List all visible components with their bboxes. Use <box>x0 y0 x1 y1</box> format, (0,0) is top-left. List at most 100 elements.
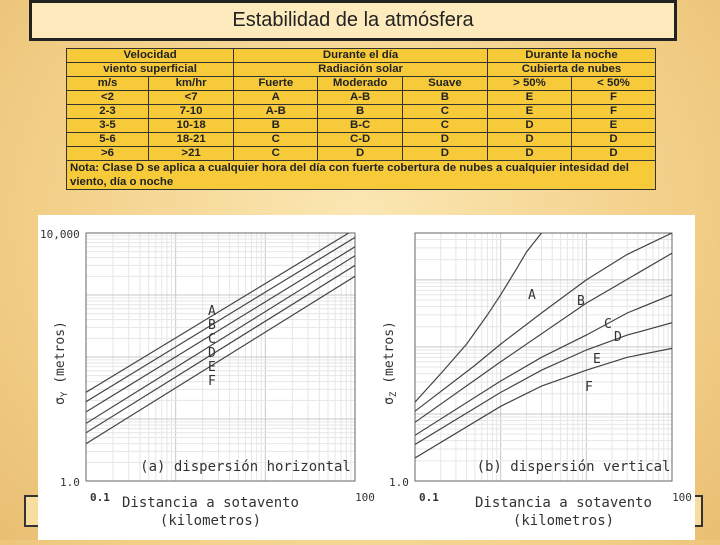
series-label-C: C <box>604 317 612 332</box>
header-cell: Suave <box>401 76 488 91</box>
table-cell: <2 <box>65 90 150 105</box>
y-axis-label: σY (metros) <box>53 321 70 405</box>
table-cell: D <box>570 132 657 147</box>
series-group <box>86 233 355 445</box>
table-cell: C <box>233 132 319 147</box>
y-tick-label: 1.0 <box>389 476 409 489</box>
table-cell: C <box>401 118 488 133</box>
series-label-F: F <box>585 380 593 395</box>
y-tick-label: 10,000 <box>40 228 80 241</box>
table-header-row: viento superficial Radiación solar Cubie… <box>65 62 657 77</box>
slide-title: Estabilidad de la atmósfera <box>232 9 474 31</box>
x-tick-label: 0.1 <box>90 491 110 504</box>
series-line-A <box>86 233 350 393</box>
header-cell: viento superficial <box>65 62 235 77</box>
series-line-A <box>415 233 542 403</box>
table-cell: E <box>486 90 572 105</box>
table-row: 2-3 7-10 A-B B C E F <box>65 104 657 119</box>
table-header-row: Velocidad Durante el día Durante la noch… <box>65 48 657 63</box>
header-cell: Durante el día <box>233 48 488 63</box>
header-cell: m/s <box>65 76 150 91</box>
table-cell: D <box>486 118 572 133</box>
header-cell: Durante la noche <box>486 48 657 63</box>
series-group <box>415 233 672 459</box>
series-label-A: A <box>528 288 536 303</box>
table-cell: B <box>401 90 488 105</box>
series-line-F <box>86 275 355 445</box>
series-line-D <box>415 294 672 436</box>
table-cell: C <box>401 104 488 119</box>
series-line-C <box>86 246 355 413</box>
table-cell: 7-10 <box>148 104 235 119</box>
series-line-E <box>86 264 355 434</box>
series-line-D <box>86 255 355 424</box>
table-row: 5-6 18-21 C C-D D D D <box>65 132 657 147</box>
table-cell: 10-18 <box>148 118 235 133</box>
table-cell: E <box>486 104 572 119</box>
table-note: Nota: Clase D se aplica a cualquier hora… <box>66 160 656 190</box>
y-axis-label-subscript: Y <box>60 391 70 397</box>
series-label-D: D <box>614 330 622 345</box>
chart-subtitle: (a) dispersión horizontal <box>140 459 351 475</box>
y-axis-label-text: (metros) <box>382 321 397 391</box>
grid <box>414 232 672 482</box>
table-cell: 2-3 <box>65 104 150 119</box>
table-cell: F <box>570 90 657 105</box>
table-row: >6 >21 C D D D D <box>65 146 657 161</box>
y-tick-label: 1.0 <box>60 476 80 489</box>
x-axis-label: Distancia a sotavento <box>122 495 299 511</box>
x-axis-label: (kilometros) <box>160 513 261 529</box>
y-axis-label-subscript: Z <box>389 391 399 397</box>
table-cell: D <box>486 132 572 147</box>
plot-frame <box>414 232 673 482</box>
table-row: 3-5 10-18 B B-C C D E <box>65 118 657 133</box>
header-cell: < 50% <box>570 76 657 91</box>
table-cell: D <box>486 146 572 161</box>
table-cell: B <box>317 104 403 119</box>
table-cell: B-C <box>317 118 403 133</box>
series-label-D: D <box>208 346 216 361</box>
series-label-B: B <box>208 318 216 333</box>
x-axis-label: Distancia a sotavento <box>475 495 652 511</box>
series-line-C <box>415 252 672 423</box>
table-row: <2 <7 A A-B B E F <box>65 90 657 105</box>
table-cell: 3-5 <box>65 118 150 133</box>
table-cell: 18-21 <box>148 132 235 147</box>
y-axis-label: σZ (metros) <box>382 321 399 405</box>
table-cell: 5-6 <box>65 132 150 147</box>
table-cell: <7 <box>148 90 235 105</box>
table-cell: A <box>233 90 319 105</box>
series-label-F: F <box>208 374 216 389</box>
header-cell: Fuerte <box>233 76 319 91</box>
header-cell: Velocidad <box>65 48 235 63</box>
series-label-A: A <box>208 304 216 319</box>
table-cell: A-B <box>317 90 403 105</box>
table-cell: >21 <box>148 146 235 161</box>
table-cell: A-B <box>233 104 319 119</box>
plot-frame <box>85 232 356 482</box>
series-line-B <box>86 236 355 403</box>
table-cell: D <box>570 146 657 161</box>
table-cell: C <box>233 146 319 161</box>
series-line-E <box>415 322 672 446</box>
slide-title-box: Estabilidad de la atmósfera <box>29 0 677 41</box>
stability-table: Velocidad Durante el día Durante la noch… <box>65 48 657 190</box>
header-cell: > 50% <box>486 76 572 91</box>
x-tick-label: 100 <box>672 491 692 504</box>
table-cell: E <box>570 118 657 133</box>
table-cell: C-D <box>317 132 403 147</box>
series-line-B <box>415 233 672 412</box>
series-label-B: B <box>577 294 585 309</box>
series-label-E: E <box>593 352 601 367</box>
x-axis-label: (kilometros) <box>513 513 614 529</box>
y-axis-label-symbol: σ <box>382 397 397 405</box>
table-note-row: Nota: Clase D se aplica a cualquier hora… <box>66 160 656 190</box>
table-cell: D <box>401 146 488 161</box>
y-axis-label-text: (metros) <box>53 321 68 391</box>
header-cell: Radiación solar <box>233 62 488 77</box>
table-cell: F <box>570 104 657 119</box>
header-cell: km/hr <box>148 76 235 91</box>
